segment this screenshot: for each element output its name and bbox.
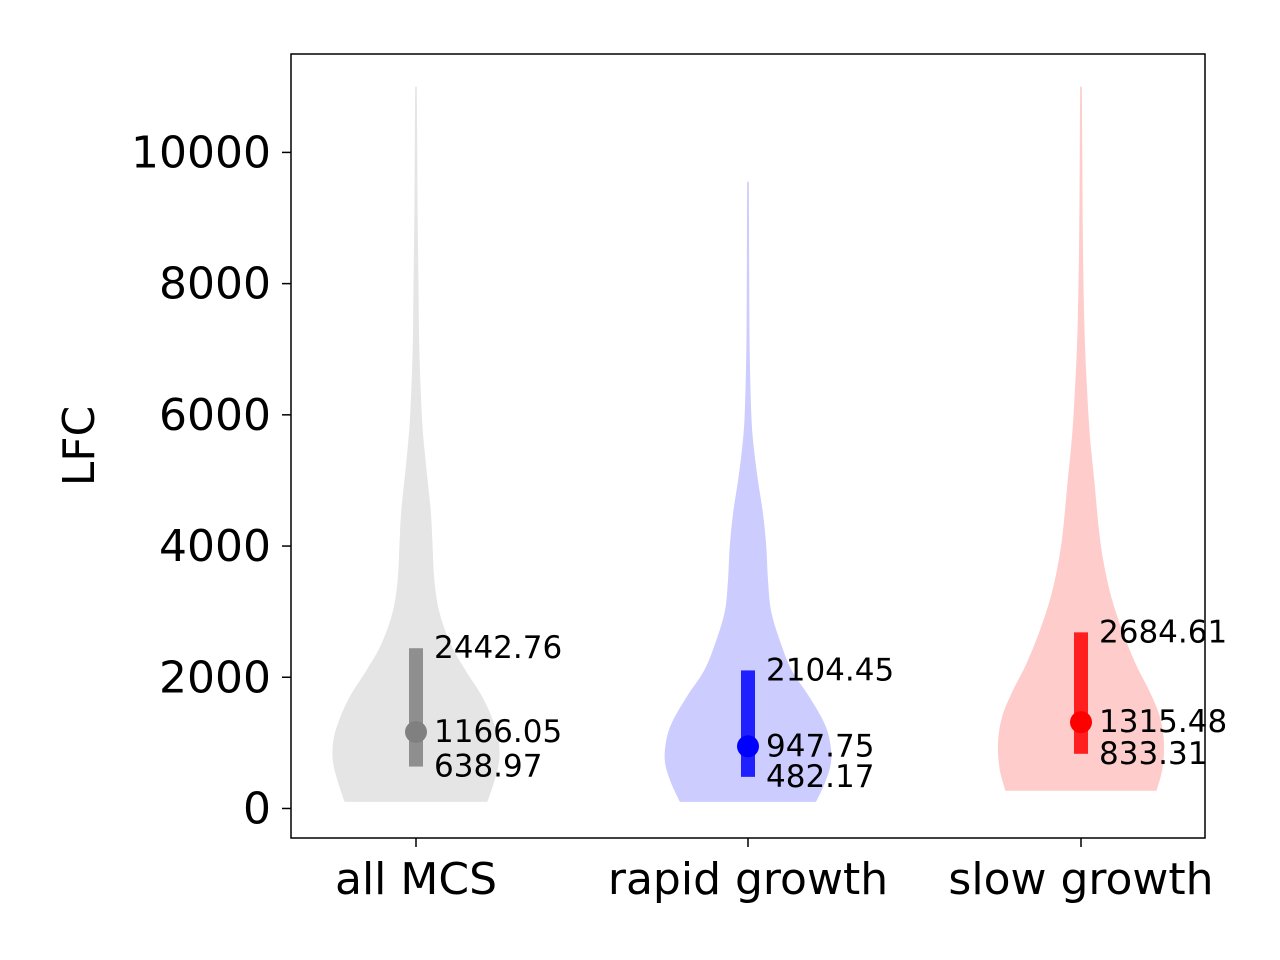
violin-2 <box>997 86 1165 791</box>
iqr-bar-1 <box>741 670 755 777</box>
x-axis: all MCS rapid growth slow growth <box>335 838 1214 905</box>
y-axis: 0 2000 4000 6000 8000 10000 <box>131 127 291 834</box>
median-label-0: 1166.05 <box>434 714 562 750</box>
q3-label-0: 2442.76 <box>434 630 562 666</box>
y-tick-label-6000: 6000 <box>159 390 271 441</box>
y-tick-label-4000: 4000 <box>159 521 271 572</box>
y-tick-label-2000: 2000 <box>159 652 271 703</box>
y-tick-label-10000: 10000 <box>131 127 271 178</box>
median-label-1: 947.75 <box>766 728 874 764</box>
x-tick-label-1: rapid growth <box>608 854 888 905</box>
x-tick-label-2: slow growth <box>948 854 1213 905</box>
median-dot-2 <box>1070 711 1092 734</box>
q3-label-1: 2104.45 <box>766 652 894 688</box>
y-axis-label: LFC <box>54 406 105 487</box>
iqr-bar-0 <box>409 648 423 767</box>
q1-label-0: 638.97 <box>434 749 542 785</box>
violin-0 <box>332 86 500 802</box>
q1-label-2: 833.31 <box>1099 736 1207 772</box>
y-tick-label-0: 0 <box>243 783 271 834</box>
iqr-bar-2 <box>1074 632 1088 754</box>
violins-layer <box>332 86 1165 802</box>
q1-label-1: 482.17 <box>766 759 874 795</box>
violin-1 <box>664 181 832 802</box>
median-dot-0 <box>405 720 427 743</box>
y-tick-label-8000: 8000 <box>159 259 271 310</box>
median-label-2: 1315.48 <box>1099 704 1227 740</box>
median-dot-1 <box>737 735 759 758</box>
x-tick-label-0: all MCS <box>335 854 497 905</box>
q3-label-2: 2684.61 <box>1099 614 1227 650</box>
